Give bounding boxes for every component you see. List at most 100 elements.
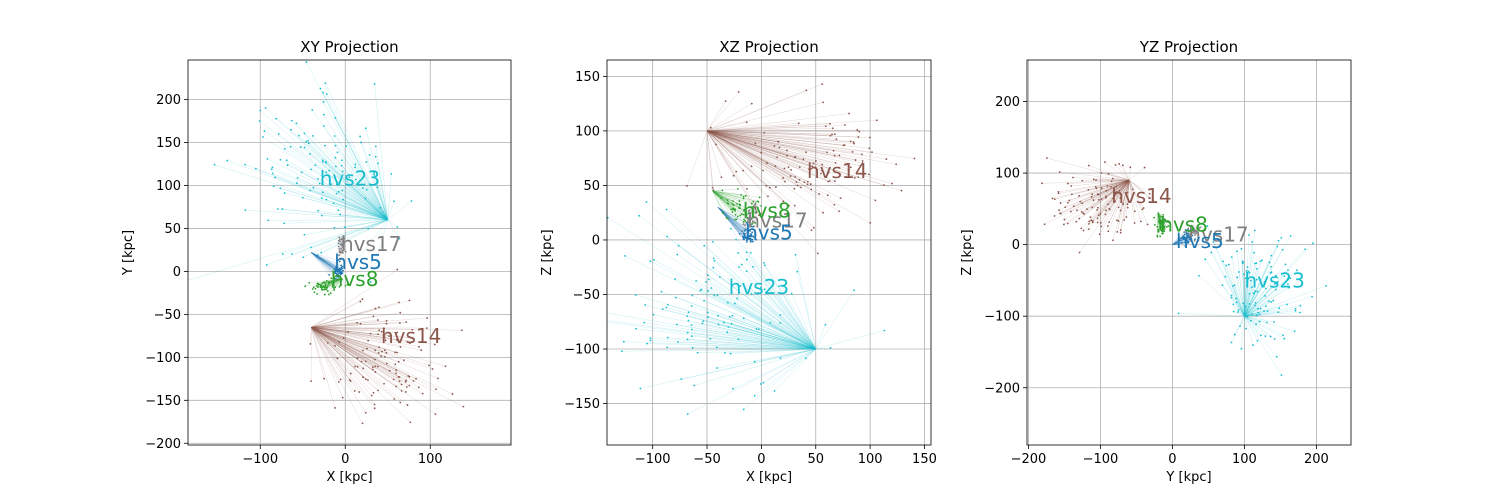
data-point <box>810 229 813 232</box>
data-point <box>1163 227 1166 230</box>
data-point <box>831 133 833 136</box>
trajectory-line <box>1108 173 1130 181</box>
data-point <box>1141 208 1144 211</box>
data-point <box>1162 229 1165 232</box>
data-point <box>420 349 423 351</box>
trajectory-line <box>317 278 342 288</box>
trajectory-line <box>311 327 385 329</box>
data-point <box>320 214 323 217</box>
trajectory-line <box>1244 306 1266 317</box>
data-point <box>326 290 329 292</box>
data-point <box>376 186 379 189</box>
data-point <box>321 282 324 285</box>
trajectory-line <box>311 327 438 379</box>
data-point <box>1162 222 1165 225</box>
data-point <box>660 290 663 293</box>
trajectory-line <box>707 130 855 144</box>
y-tick-label: 0 <box>1012 238 1020 253</box>
trajectory-line <box>752 266 816 350</box>
trajectory-line <box>1157 212 1165 227</box>
data-point <box>735 170 738 173</box>
data-point <box>732 204 735 207</box>
trajectory-line <box>342 235 344 246</box>
data-point <box>1105 196 1107 199</box>
data-point <box>696 351 699 354</box>
data-point <box>858 130 861 133</box>
trajectory-line <box>717 207 751 231</box>
data-point <box>833 180 836 183</box>
trajectory-line <box>717 207 747 230</box>
data-point <box>361 422 364 425</box>
trajectory-line <box>311 252 342 266</box>
trajectory-line <box>751 201 757 220</box>
trajectory-line <box>311 327 400 378</box>
data-point <box>338 240 341 242</box>
trajectory-line <box>1194 226 1202 230</box>
trajectory-line <box>1244 278 1291 317</box>
trajectory-line <box>1172 235 1188 245</box>
data-point <box>359 322 362 325</box>
data-point <box>1224 275 1227 278</box>
trajectory-line <box>1071 180 1130 195</box>
trajectory-line <box>707 130 870 149</box>
data-point <box>1133 210 1136 213</box>
trajectory-line <box>1119 180 1130 191</box>
data-point <box>317 209 320 212</box>
data-point <box>380 330 383 333</box>
data-point <box>1114 163 1117 166</box>
trajectory-line <box>1244 310 1268 317</box>
trajectory-line <box>272 167 388 221</box>
trajectory-line <box>712 190 759 202</box>
y-axis-label: Z [kpc] <box>540 229 555 275</box>
data-point <box>1233 333 1236 336</box>
data-point <box>377 333 379 336</box>
data-point <box>793 204 796 207</box>
trajectory-line <box>1231 297 1245 317</box>
trajectory-line <box>317 219 388 256</box>
data-point <box>717 323 720 326</box>
data-point <box>359 300 362 303</box>
trajectory-line <box>706 130 861 166</box>
data-point <box>808 168 810 170</box>
trajectory-line <box>706 130 714 190</box>
trajectory-line <box>1088 180 1130 224</box>
data-point <box>339 258 342 261</box>
data-point <box>361 298 364 301</box>
data-point <box>310 246 312 249</box>
data-point <box>754 222 757 224</box>
trajectory-line <box>311 301 361 328</box>
data-point <box>1165 220 1168 223</box>
trajectory-line <box>1244 316 1275 340</box>
data-point <box>1097 193 1100 196</box>
trajectory-line <box>286 160 388 220</box>
trajectory-line <box>1157 212 1163 228</box>
data-point <box>737 338 740 341</box>
data-point <box>410 336 412 339</box>
trajectory-line <box>815 290 855 350</box>
data-point <box>727 217 730 220</box>
trajectory-line <box>706 130 869 175</box>
trajectory-line <box>691 305 816 350</box>
data-point <box>754 208 757 211</box>
trajectory-line <box>706 130 722 178</box>
data-point <box>362 367 365 370</box>
data-point <box>820 172 822 175</box>
trajectory-line <box>311 327 413 330</box>
data-point <box>779 321 782 324</box>
trajectory-line <box>1244 316 1284 336</box>
trajectory-line <box>706 130 777 188</box>
data-point <box>303 132 306 135</box>
trajectory-line <box>707 120 877 132</box>
trajectory-line <box>311 327 372 396</box>
trajectory-line <box>323 278 342 287</box>
data-point <box>368 153 371 156</box>
data-point <box>1070 185 1073 187</box>
trajectory-line <box>260 110 388 220</box>
trajectory-line <box>717 207 750 237</box>
trajectory-line <box>646 201 816 350</box>
data-point <box>303 233 306 236</box>
trajectory-line <box>1082 180 1130 204</box>
trajectory-line <box>755 201 757 233</box>
trajectory-line <box>706 130 762 153</box>
